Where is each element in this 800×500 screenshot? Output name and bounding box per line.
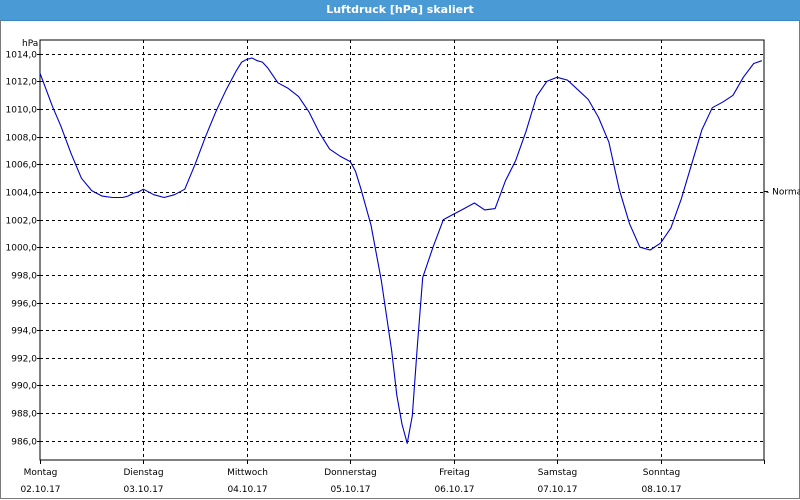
y-tick-label: 1014,0: [6, 51, 38, 61]
x-tick-date: 04.10.17: [227, 485, 267, 495]
reference-label: - Normal: [766, 188, 800, 198]
x-tick-day: Sonntag: [643, 468, 680, 478]
y-tick-label: 992,0: [11, 355, 37, 365]
series-line: [39, 57, 763, 444]
x-tick-date: 07.10.17: [537, 485, 577, 495]
axis-labels: 1014,0 1012,0 1010,0 1008,0 1006,0 1004,0 1002…: [6, 39, 800, 495]
series: [39, 57, 763, 444]
y-tick-label: 1008,0: [6, 134, 38, 144]
y-tick-label: 1012,0: [6, 78, 38, 88]
y-tick-label: 1002,0: [6, 217, 38, 227]
chart-title-bar: Luftdruck [hPa] skaliert: [0, 0, 800, 21]
y-tick-label: 998,0: [11, 272, 37, 282]
x-tick-day: Dienstag: [123, 468, 163, 478]
y-tick-label: 996,0: [11, 300, 37, 310]
grid: [40, 40, 764, 460]
x-tick-date: 05.10.17: [330, 485, 370, 495]
x-tick-day: Samstag: [538, 468, 577, 478]
x-tick-day: Montag: [24, 468, 58, 478]
x-tick-day: Mittwoch: [227, 468, 268, 478]
x-tick-date: 03.10.17: [123, 485, 163, 495]
plot-border: [39, 39, 765, 461]
x-tick-date: 02.10.17: [20, 485, 60, 495]
y-tick-label: 994,0: [11, 327, 37, 337]
y-tick-label: 986,0: [11, 438, 37, 448]
x-tick-date: 08.10.17: [641, 485, 681, 495]
x-tick-day: Freitag: [439, 468, 470, 478]
y-tick-label: 1010,0: [6, 106, 38, 116]
y-tick-label: 988,0: [11, 410, 37, 420]
x-tick-day: Donnerstag: [324, 468, 377, 478]
x-tick-date: 06.10.17: [434, 485, 474, 495]
chart-title: Luftdruck [hPa] skaliert: [326, 3, 474, 16]
y-tick-label: 1006,0: [6, 161, 38, 171]
y-tick-label: 1000,0: [6, 244, 38, 254]
y-axis-unit: hPa: [22, 39, 38, 49]
axes: [37, 39, 768, 464]
y-tick-label: 1004,0: [6, 189, 38, 199]
y-tick-label: 990,0: [11, 382, 37, 392]
